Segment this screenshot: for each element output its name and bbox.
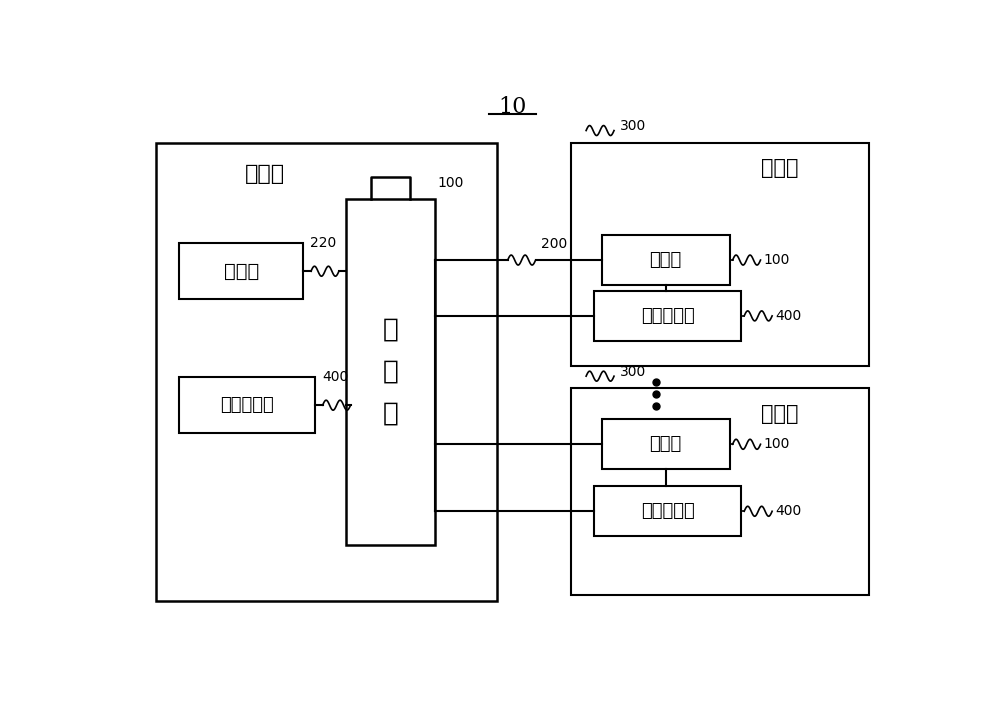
FancyBboxPatch shape: [571, 143, 869, 366]
Text: 100: 100: [437, 176, 464, 190]
Text: 220: 220: [310, 236, 337, 250]
FancyBboxPatch shape: [179, 377, 315, 433]
Text: 电子膨胀阀: 电子膨胀阀: [641, 307, 694, 325]
Text: 控制器: 控制器: [649, 251, 682, 269]
Text: 压缩机: 压缩机: [224, 262, 259, 281]
Text: 100: 100: [764, 437, 790, 451]
Text: 100: 100: [764, 253, 790, 267]
Text: 400: 400: [775, 505, 801, 518]
Text: 电子膨胀阀: 电子膨胀阀: [641, 502, 694, 521]
FancyBboxPatch shape: [594, 291, 741, 341]
Text: 300: 300: [619, 365, 646, 378]
Text: 电子膨胀阀: 电子膨胀阀: [220, 396, 274, 414]
FancyBboxPatch shape: [156, 143, 497, 600]
FancyBboxPatch shape: [346, 199, 435, 544]
FancyBboxPatch shape: [594, 486, 741, 536]
FancyBboxPatch shape: [602, 235, 730, 285]
FancyBboxPatch shape: [179, 244, 303, 299]
Text: 400: 400: [322, 370, 348, 384]
Text: 控制器: 控制器: [649, 435, 682, 453]
Text: 室内机: 室内机: [761, 404, 798, 423]
Text: 10: 10: [498, 96, 527, 117]
Text: 200: 200: [541, 237, 567, 252]
Text: 室内机: 室内机: [761, 158, 798, 178]
FancyBboxPatch shape: [602, 419, 730, 469]
Text: 室外机: 室外机: [245, 164, 285, 183]
Text: 控
制
器: 控 制 器: [382, 317, 398, 427]
FancyBboxPatch shape: [571, 389, 869, 595]
Text: 300: 300: [619, 119, 646, 133]
Text: 400: 400: [775, 309, 801, 323]
